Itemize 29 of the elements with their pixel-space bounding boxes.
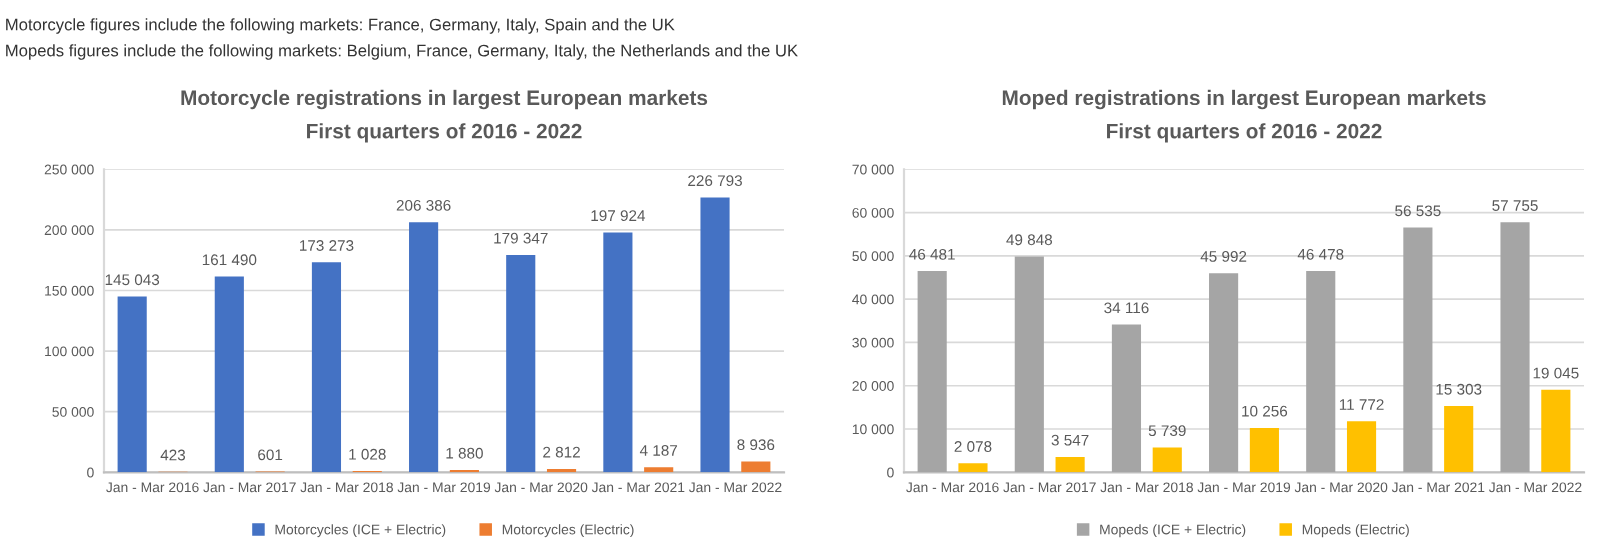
bar bbox=[1541, 389, 1571, 473]
bar bbox=[1346, 421, 1377, 473]
bar bbox=[741, 461, 771, 473]
bar bbox=[603, 232, 633, 473]
chart-title: Moped registrations in largest European markets bbox=[1002, 89, 1486, 110]
bar bbox=[311, 262, 342, 473]
bar bbox=[117, 296, 147, 473]
bar bbox=[1111, 324, 1142, 473]
bar bbox=[1209, 273, 1239, 473]
bar bbox=[1444, 406, 1474, 473]
chart-subtitle: First quarters of 2016 - 2022 bbox=[1107, 123, 1382, 143]
bar bbox=[1152, 447, 1182, 473]
bar bbox=[409, 222, 439, 473]
text: Motorcycle figures include the following markets: France, Germany, Italy, Spain and the UK bbox=[6, 18, 675, 34]
bar bbox=[1014, 256, 1044, 473]
bar bbox=[1403, 227, 1433, 473]
chart-subtitle: First quarters of 2016 - 2022 bbox=[307, 123, 582, 143]
bar bbox=[958, 463, 988, 473]
chart-title: Motorcycle registrations in largest European markets bbox=[181, 89, 708, 110]
bar bbox=[644, 467, 674, 473]
bar bbox=[1500, 222, 1530, 473]
bar bbox=[1055, 456, 1085, 473]
bar bbox=[214, 276, 244, 473]
bar bbox=[1306, 271, 1336, 473]
bar bbox=[1249, 427, 1279, 473]
text: Mopeds figures include the following markets: Belgium, France, Germany, Italy, the Netherlands and the UK bbox=[6, 44, 798, 60]
bar bbox=[917, 271, 947, 473]
bar bbox=[506, 254, 536, 473]
bar bbox=[700, 197, 730, 473]
